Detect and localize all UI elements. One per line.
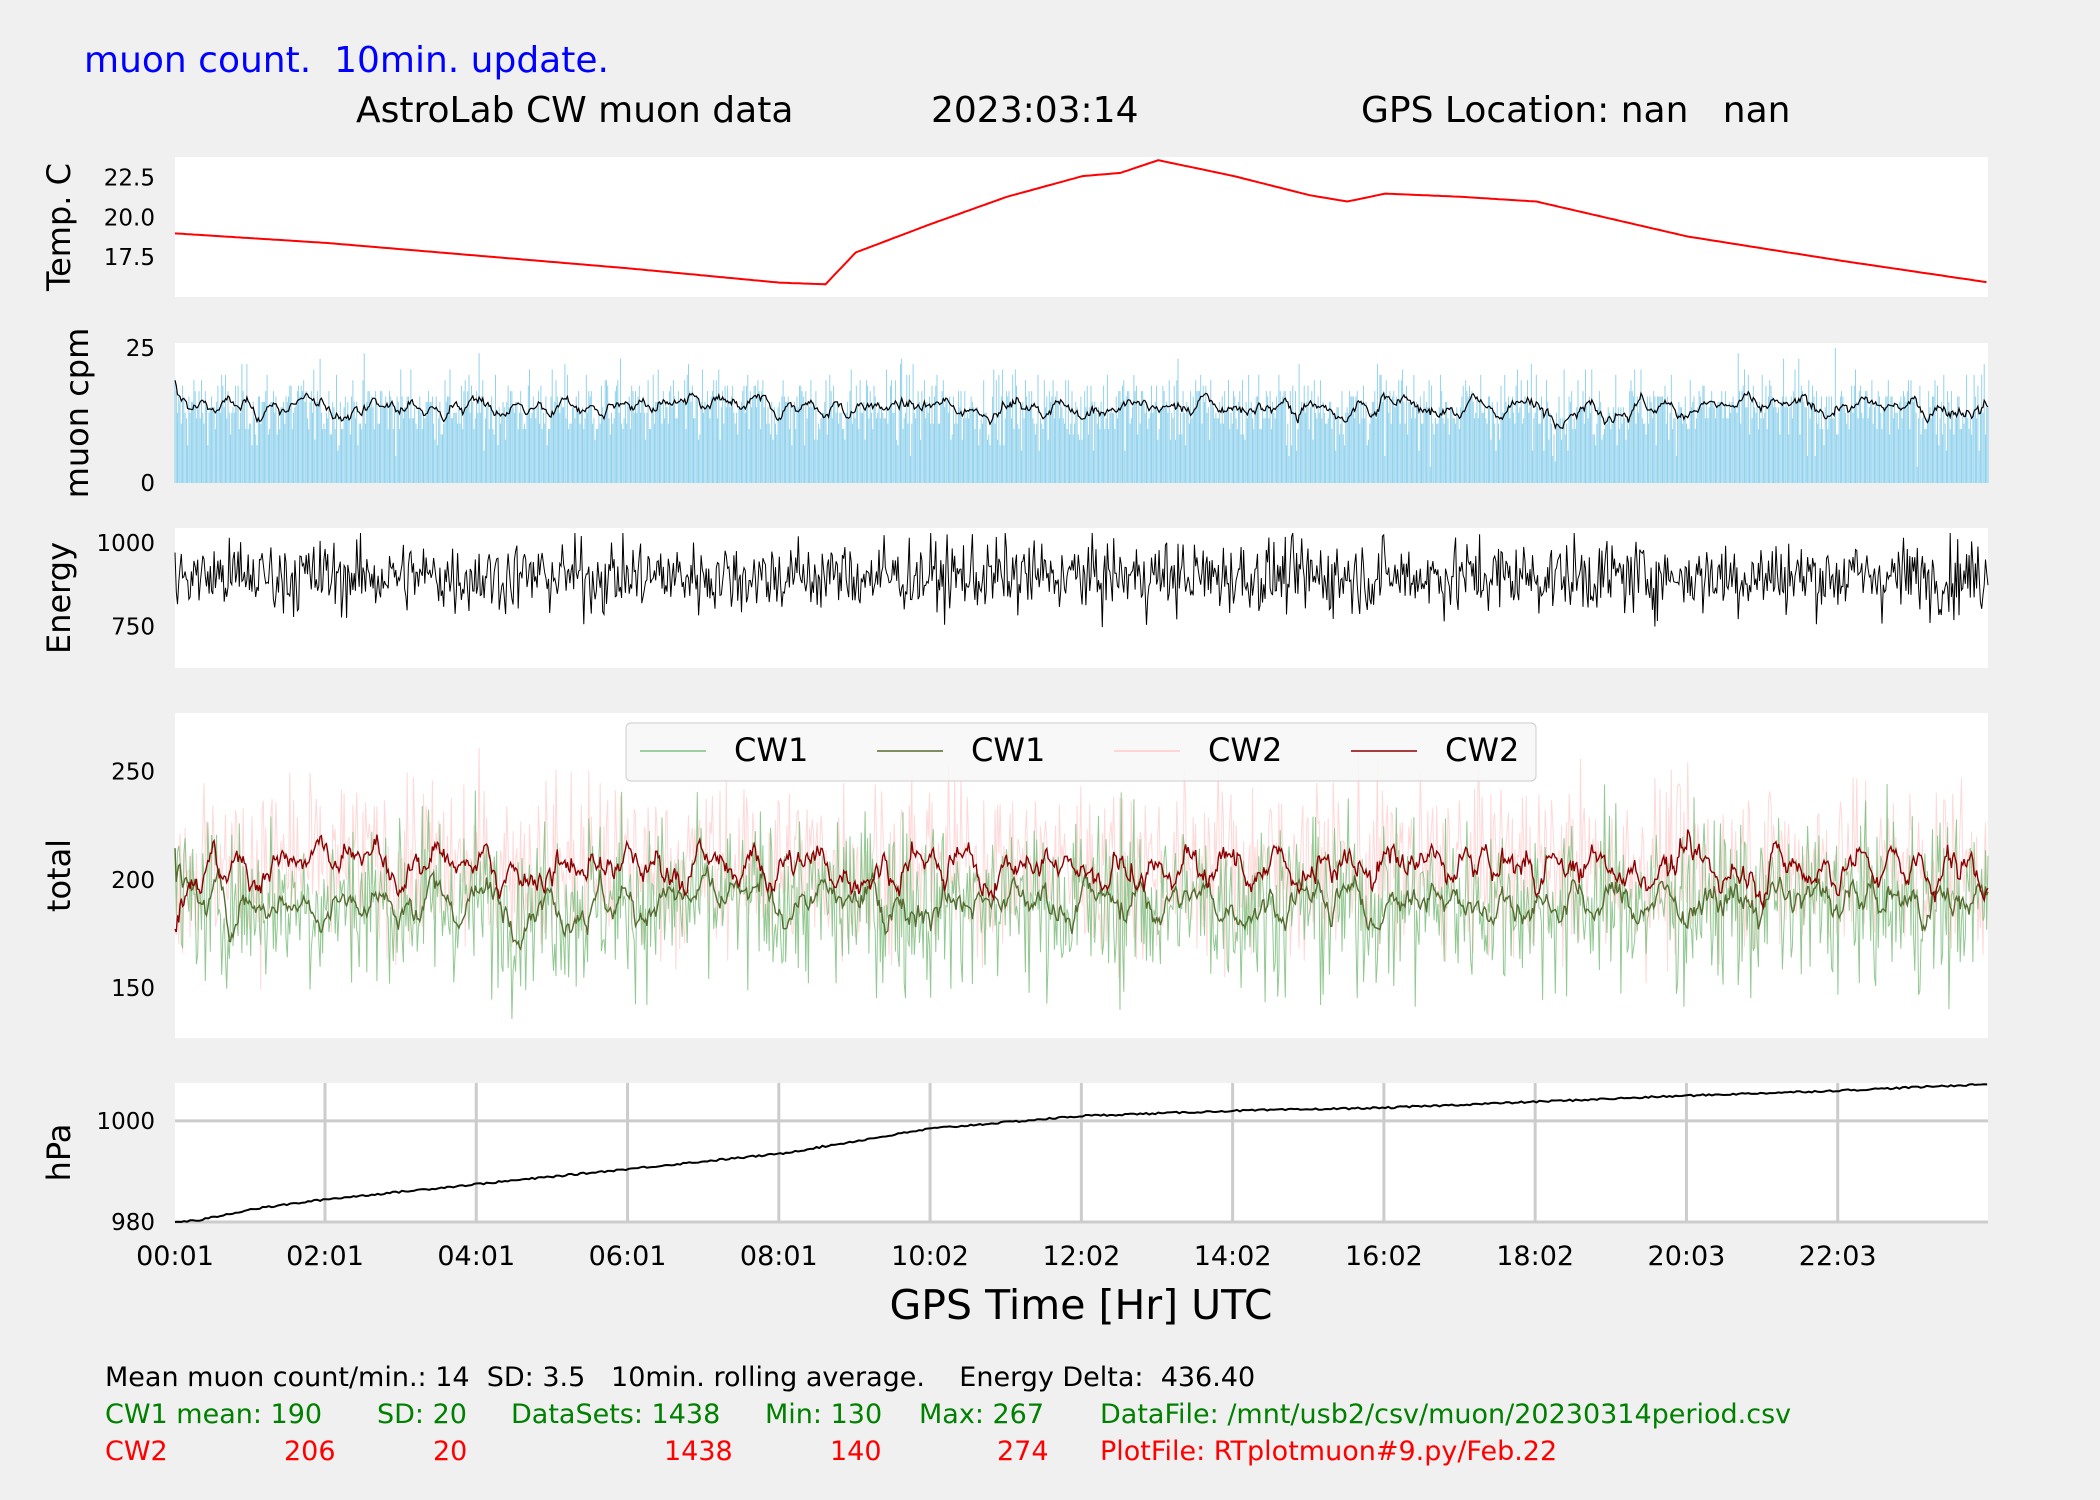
x-tick-label: 06:01: [589, 1241, 667, 1272]
muon-ytick: 25: [126, 336, 155, 362]
x-tick-label: 10:02: [891, 1241, 969, 1272]
total-ytick: 250: [111, 760, 155, 786]
energy-ylabel: Energy: [40, 542, 78, 654]
temp-ytick: 17.5: [104, 245, 155, 271]
plotfile: PlotFile: RTplotmuon#9.py/Feb.22: [1100, 1436, 1558, 1467]
cw2-mean: 206: [284, 1436, 336, 1467]
temp-line: [174, 159, 1987, 286]
cw1-datasets: DataSets: 1438: [511, 1399, 721, 1430]
muon-plot-area: [175, 343, 1988, 483]
muon-ytick: 0: [140, 471, 155, 497]
legend-entry: CW1: [971, 731, 1045, 769]
energy-ytick: 750: [111, 614, 155, 640]
cw1-label: CW1 mean: 190: [105, 1399, 323, 1430]
x-tick-label: 22:03: [1799, 1241, 1877, 1272]
update-note: muon count. 10min. update.: [84, 40, 609, 81]
datafile: DataFile: /mnt/usb2/csv/muon/20230314per…: [1100, 1399, 1792, 1430]
temp-ylabel: Temp. C: [40, 163, 78, 292]
x-tick-label: 02:01: [286, 1241, 364, 1272]
x-tick-label: 20:03: [1648, 1241, 1726, 1272]
x-tick-label: 16:02: [1345, 1241, 1423, 1272]
gps-location: GPS Location: nan nan: [1361, 90, 1791, 131]
hpa-panel: 980 1000 hPa 00:01 02:01 04:01 06:01 08:01 10:02…: [40, 1083, 1988, 1272]
total-legend: CW1 CW1 CW2 CW2: [625, 722, 1537, 782]
hpa-ytick: 980: [111, 1210, 155, 1236]
temp-ytick: 20.0: [104, 205, 155, 231]
hpa-ytick: 1000: [96, 1109, 155, 1135]
hpa-line: [174, 1083, 1988, 1224]
muon-panel: 0 25 muon cpm: [58, 328, 1989, 499]
energy-line: [174, 532, 1989, 628]
temp-ytick: 22.5: [104, 166, 155, 192]
cw1-sd: SD: 20: [377, 1399, 467, 1430]
temp-plot-area: [175, 157, 1988, 297]
legend-box: [625, 722, 1537, 782]
cw2-label: CW2: [105, 1436, 168, 1467]
cw1-min: Min: 130: [765, 1399, 883, 1430]
total-panel: 150 200 250 total CW1 CW1 CW2 CW2: [40, 713, 1989, 1038]
cw1-max: Max: 267: [919, 1399, 1045, 1430]
legend-entry: CW1: [734, 731, 808, 769]
energy-panel: 750 1000 Energy: [40, 528, 1989, 668]
cw2-min: 140: [830, 1436, 882, 1467]
x-axis-label: GPS Time [Hr] UTC: [890, 1281, 1273, 1329]
cw2-sd: 20: [433, 1436, 468, 1467]
energy-ytick: 1000: [96, 531, 155, 557]
x-tick-label: 14:02: [1194, 1241, 1272, 1272]
legend-entry: CW2: [1208, 731, 1282, 769]
cw2-max: 274: [997, 1436, 1049, 1467]
muon-rolling-line: [174, 380, 1989, 431]
cw1-rolling-line: [174, 848, 1989, 951]
hpa-ylabel: hPa: [40, 1124, 78, 1182]
cw1-raw-line: [174, 783, 1989, 1020]
stats-summary: Mean muon count/min.: 14 SD: 3.5 10min. …: [105, 1362, 1256, 1393]
cw2-rolling-line: [174, 829, 1989, 933]
total-ylabel: total: [40, 839, 78, 912]
cw2-datasets: 1438: [664, 1436, 733, 1467]
total-ytick: 200: [111, 868, 155, 894]
x-tick-label: 18:02: [1496, 1241, 1574, 1272]
x-tick-label: 00:01: [136, 1241, 214, 1272]
chart-date: 2023:03:14: [931, 90, 1139, 131]
muon-ylabel: muon cpm: [58, 328, 96, 499]
x-tick-label: 04:01: [437, 1241, 515, 1272]
x-tick-label: 08:01: [740, 1241, 818, 1272]
stats-line-1: Mean muon count/min.: 14 SD: 3.5 10min. …: [105, 1364, 1255, 1391]
x-tick-label: 12:02: [1042, 1241, 1120, 1272]
chart-title: AstroLab CW muon data: [356, 90, 794, 131]
legend-entry: CW2: [1445, 731, 1519, 769]
muon-bars: [174, 347, 1989, 483]
temp-panel: 17.5 20.0 22.5 Temp. C: [40, 157, 1988, 297]
total-ytick: 150: [111, 976, 155, 1002]
